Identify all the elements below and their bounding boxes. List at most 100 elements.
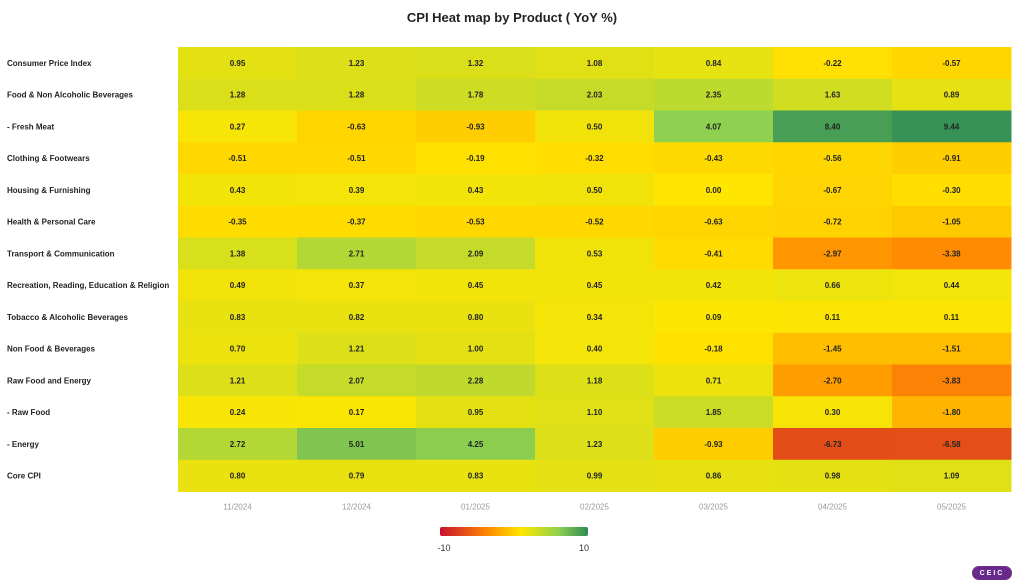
heatmap-cell (178, 301, 298, 334)
cell-value-label: -0.63 (347, 122, 366, 131)
heatmap-cell (654, 459, 774, 492)
heatmap-cell (654, 301, 774, 334)
cell-value-label: 0.83 (468, 472, 484, 481)
cell-value-label: 1.63 (825, 91, 841, 100)
heatmap-cell (773, 174, 893, 207)
cell-value-label: -0.57 (942, 59, 961, 68)
cell-value-label: 0.84 (706, 59, 722, 68)
heatmap-cell (535, 301, 655, 334)
heatmap-cell (297, 364, 417, 397)
row-label: Tobacco & Alcoholic Beverages (7, 313, 128, 322)
heatmap-cell (773, 396, 893, 429)
cell-value-label: 0.44 (944, 281, 960, 290)
cell-value-label: 2.71 (349, 249, 365, 258)
heatmap-cell (178, 78, 298, 111)
heatmap-cell (654, 47, 774, 80)
row-label: Transport & Communication (7, 249, 115, 258)
cell-value-label: -3.38 (942, 249, 961, 258)
cell-value-label: 1.23 (349, 59, 365, 68)
heatmap-cell (773, 110, 893, 143)
cell-value-label: -1.05 (942, 218, 961, 227)
heatmap-cell (892, 47, 1012, 80)
cell-value-label: 0.43 (468, 186, 484, 195)
cell-value-label: 0.24 (230, 408, 246, 417)
cell-value-label: -1.80 (942, 408, 961, 417)
heatmap-cell (535, 237, 655, 270)
cell-value-label: 0.50 (587, 122, 603, 131)
cell-value-label: -2.70 (823, 376, 842, 385)
heatmap-cell (892, 364, 1012, 397)
heatmap-cell (773, 364, 893, 397)
heatmap-cell (416, 459, 536, 492)
heatmap-cell (416, 269, 536, 302)
heatmap-cell (535, 428, 655, 461)
heatmap-cell (773, 205, 893, 238)
cell-value-label: 0.37 (349, 281, 365, 290)
cell-value-label: -0.63 (704, 218, 723, 227)
heatmap-cell (892, 269, 1012, 302)
heatmap-cell (297, 332, 417, 365)
cell-value-label: 2.72 (230, 440, 246, 449)
heatmap-cell (773, 269, 893, 302)
cell-value-label: 0.86 (706, 472, 722, 481)
heatmap-cell (416, 428, 536, 461)
cell-value-label: 1.28 (230, 91, 246, 100)
heatmap-cell (535, 459, 655, 492)
heatmap-cell (178, 47, 298, 80)
cell-value-label: -0.32 (585, 154, 604, 163)
heatmap-cell (535, 332, 655, 365)
heatmap-cell (773, 301, 893, 334)
cell-value-label: 0.98 (825, 472, 841, 481)
heatmap-cell (892, 110, 1012, 143)
heatmap-cell (773, 47, 893, 80)
cell-value-label: 1.21 (349, 345, 365, 354)
cell-value-label: 0.11 (944, 313, 960, 322)
heatmap-cell (297, 301, 417, 334)
row-label: Clothing & Footwears (7, 154, 90, 163)
heatmap-cell (178, 428, 298, 461)
cell-value-label: 2.28 (468, 376, 484, 385)
cell-value-label: 2.03 (587, 91, 603, 100)
heatmap-cell (892, 301, 1012, 334)
heatmap-cell (654, 428, 774, 461)
cell-value-label: -0.56 (823, 154, 842, 163)
row-label: - Energy (7, 440, 40, 449)
cell-value-label: 2.09 (468, 249, 484, 258)
heatmap-cell (654, 237, 774, 270)
heatmap-cell (416, 110, 536, 143)
cell-value-label: -2.97 (823, 249, 842, 258)
heatmap-cell (654, 78, 774, 111)
cell-value-label: 0.39 (349, 186, 365, 195)
heatmap-cell (178, 142, 298, 175)
row-label: Health & Personal Care (7, 218, 96, 227)
heatmap-cell (892, 205, 1012, 238)
heatmap-cell (654, 205, 774, 238)
x-tick-label: 05/2025 (937, 503, 966, 512)
cell-value-label: 0.99 (587, 472, 603, 481)
cell-value-label: 4.07 (706, 122, 722, 131)
cell-value-label: 0.00 (706, 186, 722, 195)
heatmap-cell (773, 142, 893, 175)
heatmap-cell (535, 78, 655, 111)
x-tick-label: 03/2025 (699, 503, 728, 512)
cell-value-label: 9.44 (944, 122, 960, 131)
cell-value-label: 0.82 (349, 313, 365, 322)
cell-value-label: 1.28 (349, 91, 365, 100)
heatmap-cell (654, 174, 774, 207)
heatmap-cell (416, 174, 536, 207)
heatmap-cell (416, 78, 536, 111)
cell-value-label: -0.19 (466, 154, 485, 163)
cell-value-label: -0.41 (704, 249, 723, 258)
heatmap-cell (535, 47, 655, 80)
heatmap-cell (654, 332, 774, 365)
cell-value-label: 0.45 (468, 281, 484, 290)
heatmap-cell (892, 78, 1012, 111)
cell-value-label: -0.93 (704, 440, 723, 449)
heatmap-cell (535, 396, 655, 429)
heatmap-cell (297, 396, 417, 429)
cell-value-label: 0.11 (825, 313, 841, 322)
heatmap-cell (178, 332, 298, 365)
cell-value-label: -3.83 (942, 376, 961, 385)
cell-value-label: 0.89 (944, 91, 960, 100)
cell-value-label: 1.32 (468, 59, 484, 68)
